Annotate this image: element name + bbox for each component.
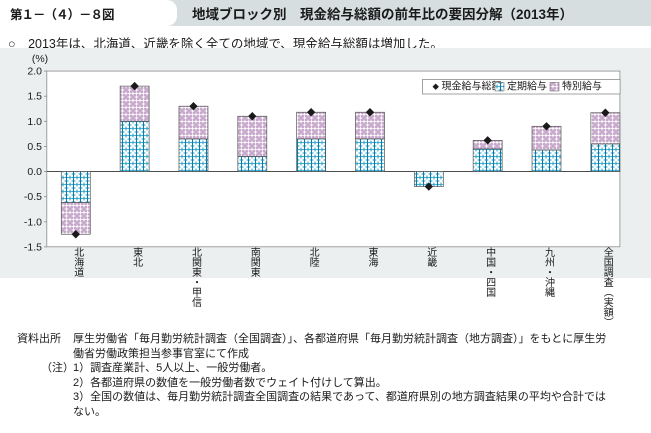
svg-text:-1.0: -1.0 <box>24 216 42 228</box>
svg-text:0.5: 0.5 <box>27 141 42 153</box>
svg-text:特別給与: 特別給与 <box>562 80 602 93</box>
svg-text:0.0: 0.0 <box>27 166 42 178</box>
svg-text:-1.5: -1.5 <box>24 241 42 253</box>
svg-text:2.0: 2.0 <box>27 66 42 78</box>
svg-text:現金給与総額: 現金給与総額 <box>442 80 502 93</box>
svg-text:1.5: 1.5 <box>27 91 42 103</box>
svg-text:1.0: 1.0 <box>27 116 42 128</box>
svg-text:(%): (%) <box>32 53 48 65</box>
svg-text:-0.5: -0.5 <box>24 191 42 203</box>
svg-text:定期給与: 定期給与 <box>507 80 547 93</box>
